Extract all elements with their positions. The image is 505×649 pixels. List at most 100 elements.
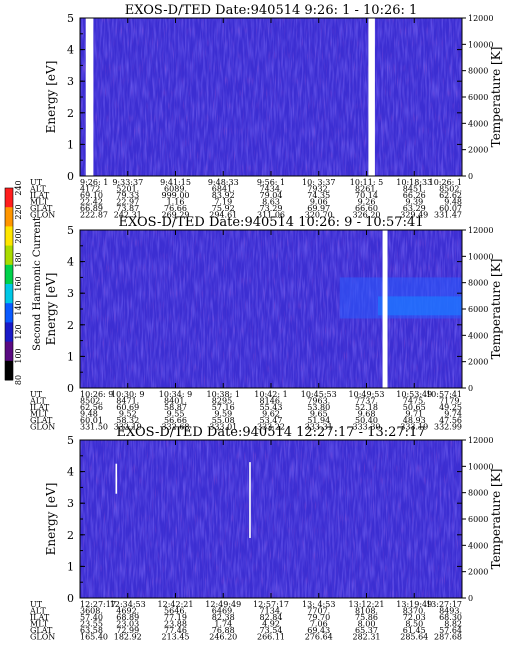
table-cell-mlt: 9.71 xyxy=(405,410,423,419)
table-cell-glon: 285.64 xyxy=(400,633,428,642)
y2-tick-label: 4000 xyxy=(468,541,488,550)
table-cell-ilat: 82.38 xyxy=(212,613,235,622)
table-cell-glat: 60.01 xyxy=(80,416,103,425)
table-cell-glat: 48.93 xyxy=(403,416,426,425)
row-label-mlt: MLT xyxy=(30,198,49,207)
table-cell-ilat: 55.43 xyxy=(260,403,283,412)
colorbar: 80 100 120 140 160 180 200 220 240 Second Harmoni… xyxy=(4,180,43,385)
table-cell-glat: 57.64 xyxy=(439,626,462,635)
y2-tick-label: 0 xyxy=(468,594,473,603)
table-cell-glon: 333.19 xyxy=(400,423,428,432)
y2-tick-label: 12000 xyxy=(468,14,493,23)
y-tick-label: 5 xyxy=(67,12,74,25)
colorbar-tick-label: 140 xyxy=(14,300,23,315)
table-cell-mlt: 8.82 xyxy=(444,620,462,629)
y2-tick-label: 4000 xyxy=(468,331,488,340)
table-cell-mlt: 22.97 xyxy=(116,198,139,207)
table-cell-mlt: 9.65 xyxy=(310,410,328,419)
table-cell-ut: 10:49:53 xyxy=(349,390,385,399)
table-cell-ilat: 57.40 xyxy=(80,613,103,622)
table-cell-glat: 65.37 xyxy=(355,626,378,635)
y-tick-label: 2 xyxy=(67,107,74,120)
y-tick-label: 3 xyxy=(67,75,74,88)
y-tick-label: 1 xyxy=(67,560,74,573)
table-cell-alt: 7707. xyxy=(307,607,330,616)
table-cell-alt: 8493. xyxy=(439,607,462,616)
colorbar-swatch xyxy=(5,303,13,323)
y2-tick-label: 2000 xyxy=(468,358,488,367)
table-cell-alt: 7963. xyxy=(307,397,330,406)
table-cell-alt: 7179. xyxy=(439,397,462,406)
table-cell-ut: 12:42:21 xyxy=(158,600,194,609)
y2-tick-label: 4000 xyxy=(468,119,488,128)
row-label-glon: GLON xyxy=(30,211,55,220)
table-cell-alt: 5646. xyxy=(164,607,187,616)
table-cell-glon: 246.20 xyxy=(209,633,237,642)
table-cell-glon: 266.11 xyxy=(257,633,285,642)
y-tick-label: 0 xyxy=(67,592,74,605)
y-tick-label: 5 xyxy=(67,434,74,447)
table-cell-ut: 9:33:37 xyxy=(112,178,143,187)
y2-axis-label: Temperature [K] xyxy=(489,469,503,570)
row-label-glat: GLAT xyxy=(30,416,53,425)
table-cell-glat: 66.60 xyxy=(355,204,378,213)
table-cell-alt: 6841. xyxy=(212,185,235,194)
table-cell-alt: 8451. xyxy=(403,185,426,194)
y-tick-label: 3 xyxy=(67,497,74,510)
row-label-ilat: ILAT xyxy=(30,191,50,200)
table-cell-alt: 8295. xyxy=(212,397,235,406)
row-label-alt: ALT xyxy=(29,185,46,194)
table-cell-glat: 77.46 xyxy=(164,626,187,635)
y-tick-label: 3 xyxy=(67,287,74,300)
table-cell-mlt: 1.16 xyxy=(167,198,185,207)
table-cell-mlt: 22.42 xyxy=(80,198,103,207)
row-label-ilat: ILAT xyxy=(30,403,50,412)
y2-tick-label: 10000 xyxy=(468,462,493,471)
colorbar-tick-label: 180 xyxy=(14,252,23,267)
table-cell-glat: 50.40 xyxy=(355,416,378,425)
table-cell-ut: 10:42: 1 xyxy=(254,390,287,399)
y2-tick-label: 0 xyxy=(468,384,473,393)
table-cell-alt: 8261. xyxy=(355,185,378,194)
y2-tick-label: 6000 xyxy=(468,515,488,524)
table-cell-mlt: 23.88 xyxy=(164,620,187,629)
table-cell-glat: 76.66 xyxy=(164,204,187,213)
table-cell-glat: 76.88 xyxy=(212,626,235,635)
table-cell-glon: 222.87 xyxy=(80,211,108,220)
row-label-ut: UT xyxy=(30,178,43,187)
table-cell-mlt: 7.19 xyxy=(214,198,232,207)
table-cell-ut: 10:57:41 xyxy=(426,390,462,399)
table-cell-glon: 320.70 xyxy=(305,211,333,220)
y2-tick-label: 10000 xyxy=(468,40,493,49)
table-cell-ut: 10:53:49 xyxy=(396,390,432,399)
y2-axis-label: Temperature [K] xyxy=(489,47,503,148)
panel-title: EXOS-D/TED Date:940514 10:26: 9 - 10:57:… xyxy=(119,215,424,230)
colorbar-swatch xyxy=(5,360,13,381)
table-cell-ilat: 75.86 xyxy=(355,613,378,622)
table-cell-glat: 66.89 xyxy=(80,204,103,213)
table-cell-ut: 10:34: 9 xyxy=(159,390,192,399)
y-tick-label: 1 xyxy=(67,350,74,363)
table-cell-alt: 4692. xyxy=(116,607,139,616)
table-cell-ilat: 60.69 xyxy=(116,403,139,412)
table-cell-ut: 9:26: 1 xyxy=(80,178,108,187)
table-cell-ilat: 79.70 xyxy=(307,613,330,622)
table-cell-glon: 182.92 xyxy=(114,633,142,642)
colorbar-swatch xyxy=(5,264,13,285)
panels-layer: EXOS-D/TED Date:940514 9:26: 1 - 10:26: … xyxy=(29,3,503,642)
panel-title: EXOS-D/TED Date:940514 12:27:17 - 13:27:… xyxy=(116,425,425,440)
colorbar-swatch xyxy=(5,188,13,208)
table-cell-alt: 8146. xyxy=(260,397,283,406)
table-cell-ut: 13:12:21 xyxy=(349,600,385,609)
row-label-mlt: MLT xyxy=(30,620,49,629)
y-tick-label: 4 xyxy=(67,44,74,57)
table-cell-glat: 63.29 xyxy=(403,204,426,213)
table-cell-mlt: 9.74 xyxy=(444,410,462,419)
table-cell-ilat: 68.30 xyxy=(439,613,462,622)
y2-tick-label: 10000 xyxy=(468,252,493,261)
y-axis-label: Energy [eV] xyxy=(44,483,58,556)
table-cell-alt: 4172. xyxy=(80,185,103,194)
y-axis-label: Energy [eV] xyxy=(44,273,58,346)
table-cell-glon: 282.31 xyxy=(353,633,381,642)
row-label-glat: GLAT xyxy=(30,204,53,213)
